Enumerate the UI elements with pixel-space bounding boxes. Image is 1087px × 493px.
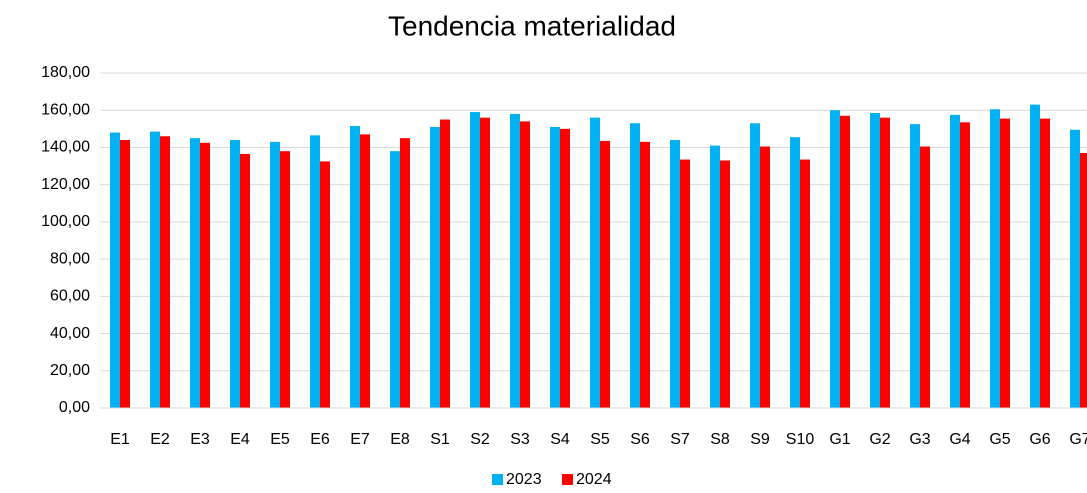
bar bbox=[800, 159, 810, 408]
bar bbox=[830, 110, 840, 408]
x-tick-label: S9 bbox=[750, 431, 770, 448]
y-tick-label: 60,00 bbox=[50, 288, 90, 305]
y-tick-label: 160,00 bbox=[41, 101, 90, 118]
bar bbox=[1070, 129, 1080, 408]
bar bbox=[710, 145, 720, 409]
legend-label: 2024 bbox=[576, 471, 612, 488]
bar bbox=[160, 136, 170, 408]
bar bbox=[470, 112, 480, 408]
legend-label: 2023 bbox=[506, 471, 542, 488]
x-tick-label: S7 bbox=[670, 431, 690, 448]
y-tick-label: 20,00 bbox=[50, 362, 90, 379]
bar bbox=[920, 146, 930, 408]
x-tick-label: G6 bbox=[1029, 431, 1050, 448]
x-tick-label: G3 bbox=[909, 431, 930, 448]
bar bbox=[960, 122, 970, 408]
x-tick-label: S5 bbox=[590, 431, 610, 448]
bar bbox=[950, 114, 960, 408]
bar bbox=[640, 141, 650, 408]
y-tick-label: 100,00 bbox=[41, 213, 90, 230]
bar bbox=[590, 117, 600, 409]
x-tick-label: G4 bbox=[949, 431, 970, 448]
bar bbox=[270, 141, 280, 408]
bar bbox=[1000, 118, 1010, 408]
bar bbox=[310, 135, 320, 408]
bar bbox=[870, 113, 880, 408]
x-tick-label: S6 bbox=[630, 431, 650, 448]
bar bbox=[480, 117, 490, 409]
x-tick-label: E6 bbox=[310, 431, 330, 448]
bar bbox=[720, 160, 730, 408]
x-tick-label: E4 bbox=[230, 431, 250, 448]
x-tick-label: E3 bbox=[190, 431, 210, 448]
bar bbox=[390, 151, 400, 408]
bar bbox=[360, 134, 370, 408]
y-tick-label: 140,00 bbox=[41, 139, 90, 156]
legend-swatch bbox=[562, 474, 573, 485]
x-tick-label: G7 bbox=[1069, 431, 1087, 448]
x-tick-label: G5 bbox=[989, 431, 1010, 448]
bar bbox=[790, 137, 800, 409]
bar bbox=[560, 128, 570, 409]
bar bbox=[760, 146, 770, 408]
bar bbox=[630, 123, 640, 408]
x-tick-label: E2 bbox=[150, 431, 170, 448]
bar bbox=[750, 123, 760, 408]
bar bbox=[190, 138, 200, 408]
bar bbox=[320, 161, 330, 408]
x-tick-label: S8 bbox=[710, 431, 730, 448]
x-tick-label: S10 bbox=[786, 431, 815, 448]
x-tick-label: S2 bbox=[470, 431, 490, 448]
bar bbox=[280, 151, 290, 408]
y-tick-label: 0,00 bbox=[59, 399, 90, 416]
bar bbox=[680, 159, 690, 408]
x-tick-label: G2 bbox=[869, 431, 890, 448]
bar bbox=[1080, 153, 1087, 408]
legend-swatch bbox=[492, 474, 503, 485]
x-tick-label: E1 bbox=[110, 431, 130, 448]
x-tick-label: G1 bbox=[829, 431, 850, 448]
bar bbox=[910, 124, 920, 409]
bar bbox=[1040, 118, 1050, 408]
bar bbox=[1030, 104, 1040, 408]
chart-title: Tendencia materialidad bbox=[388, 10, 676, 41]
bar bbox=[550, 126, 560, 408]
x-tick-label: E5 bbox=[270, 431, 290, 448]
x-tick-label: E8 bbox=[390, 431, 410, 448]
bar bbox=[440, 119, 450, 409]
bar bbox=[240, 153, 250, 408]
bar bbox=[670, 140, 680, 408]
x-tick-label: S1 bbox=[430, 431, 450, 448]
y-tick-label: 80,00 bbox=[50, 250, 90, 267]
bar bbox=[400, 138, 410, 408]
bar bbox=[200, 142, 210, 408]
y-tick-label: 40,00 bbox=[50, 325, 90, 342]
x-tick-label: S4 bbox=[550, 431, 570, 448]
bar bbox=[990, 109, 1000, 409]
bar bbox=[510, 113, 520, 408]
bar bbox=[840, 115, 850, 409]
x-tick-label: S3 bbox=[510, 431, 530, 448]
y-tick-label: 180,00 bbox=[41, 64, 90, 81]
bar bbox=[600, 140, 610, 409]
bar bbox=[120, 140, 130, 408]
bar bbox=[150, 131, 160, 408]
bar bbox=[520, 121, 530, 408]
bar bbox=[880, 117, 890, 409]
bar bbox=[110, 132, 120, 409]
y-tick-label: 120,00 bbox=[41, 176, 90, 193]
bar bbox=[430, 126, 440, 408]
bar bbox=[230, 140, 240, 408]
bar bbox=[350, 126, 360, 409]
x-tick-label: E7 bbox=[350, 431, 370, 448]
